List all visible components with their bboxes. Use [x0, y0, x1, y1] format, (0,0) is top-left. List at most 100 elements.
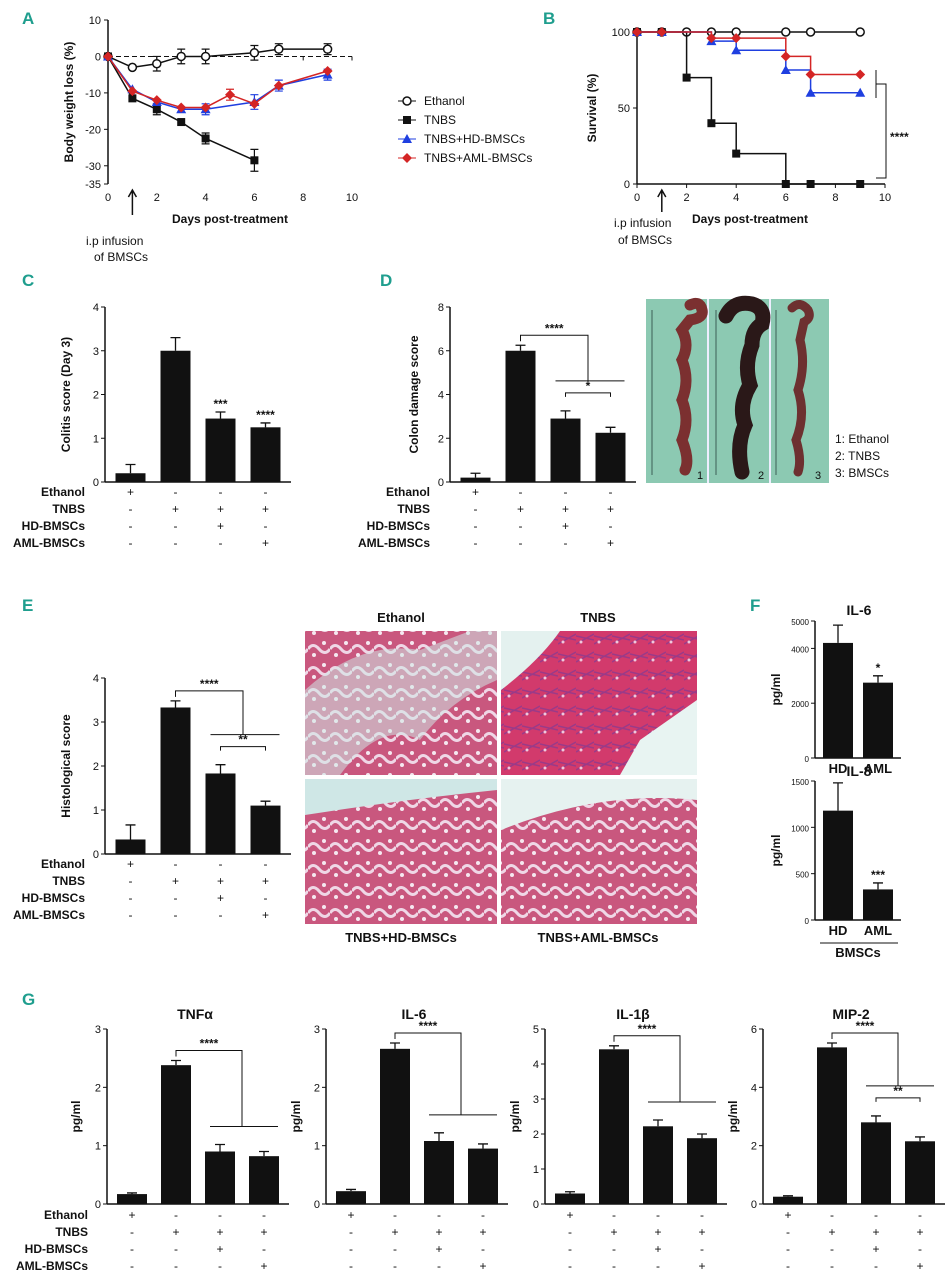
treatment-row-label: Ethanol: [41, 857, 85, 871]
y-axis-label: pg/ml: [289, 1101, 303, 1133]
chart-g-il1b: 0 1 2 3 4 5 pg/ml IL-1β**** + - - - - + + + - - + - - - - +: [508, 1006, 727, 1273]
bar: [115, 839, 146, 854]
treatment-mark: +: [610, 1225, 617, 1239]
significance-label: ****: [856, 1019, 875, 1033]
treatment-mark: -: [174, 908, 178, 922]
treatment-mark: +: [127, 485, 134, 499]
error-bar: [653, 1119, 663, 1127]
treatment-row-label: TNBS: [52, 874, 85, 888]
data-point: [201, 134, 210, 143]
treatment-mark: -: [564, 485, 568, 499]
error-bar: [783, 1195, 793, 1197]
significance-label: **: [238, 733, 248, 747]
x-tick-label: 0: [105, 192, 111, 204]
data-point: [805, 87, 816, 97]
y-axis-label: Body weight loss (%): [62, 42, 76, 163]
significance-label: ****: [638, 1022, 657, 1036]
treatment-mark: +: [517, 502, 524, 516]
series-line-2: [637, 31, 861, 94]
significance-label: ***: [213, 397, 227, 411]
data-point: [855, 87, 866, 97]
bar: [468, 1148, 498, 1204]
treatment-mark: +: [479, 1225, 486, 1239]
treatment-mark: +: [127, 857, 134, 871]
data-point: [152, 58, 162, 69]
treatment-mark: +: [435, 1225, 442, 1239]
treatment-mark: -: [564, 536, 568, 550]
error-bar: [346, 1188, 356, 1192]
treatment-row-label: HD-BMSCs: [22, 519, 86, 533]
treatment-mark: +: [172, 502, 179, 516]
treatment-mark: -: [262, 1242, 266, 1256]
significance-label: ****: [545, 321, 564, 335]
treatment-mark: +: [262, 908, 269, 922]
error-bar: [125, 824, 136, 840]
treatment-row-label: HD-BMSCs: [22, 891, 86, 905]
bar: [205, 1151, 235, 1204]
y-tick-label: 2: [751, 1141, 757, 1153]
data-point: [682, 73, 691, 82]
treatment-mark: +: [607, 502, 614, 516]
treatment-mark: -: [568, 1242, 572, 1256]
treatment-mark: +: [654, 1242, 661, 1256]
treatment-mark: +: [262, 874, 269, 888]
bar: [773, 1196, 803, 1204]
treatment-row-label: Ethanol: [44, 1208, 88, 1222]
treatment-mark: -: [437, 1208, 441, 1222]
treatment-mark: -: [174, 519, 178, 533]
x-tick-label: 6: [783, 192, 789, 204]
error-bar: [605, 426, 616, 433]
treatment-mark: +: [828, 1225, 835, 1239]
significance-label: ***: [871, 868, 885, 882]
y-tick-label: 0: [93, 849, 99, 861]
treatment-mark: -: [481, 1208, 485, 1222]
y-tick-label: -20: [85, 124, 101, 136]
error-bar: [215, 764, 226, 774]
treatment-mark: -: [264, 519, 268, 533]
treatment-mark: -: [174, 536, 178, 550]
data-point: [322, 66, 333, 77]
error-bar: [215, 1143, 225, 1152]
data-point: [176, 102, 187, 113]
significance-bracket: [175, 690, 280, 736]
legend: Ethanol TNBS TNBS+HD-BMSCs TNBS+AML-BMSC…: [398, 94, 532, 165]
treatment-mark: -: [874, 1259, 878, 1273]
y-axis-label: pg/ml: [508, 1101, 522, 1133]
y-tick-label: 6: [751, 1024, 757, 1036]
y-tick-label: -30: [85, 161, 101, 173]
error-bar: [871, 1115, 881, 1123]
error-bar: [915, 1136, 925, 1142]
y-tick-label: 4: [93, 673, 99, 685]
treatment-mark: -: [219, 908, 223, 922]
significance-label: ****: [200, 1037, 219, 1051]
treatment-mark: +: [172, 874, 179, 888]
treatment-mark: -: [174, 891, 178, 905]
treatment-mark: -: [830, 1242, 834, 1256]
legend-label-hd: TNBS+HD-BMSCs: [424, 132, 525, 146]
data-point: [781, 27, 791, 37]
error-bar: [260, 422, 271, 428]
bar: [861, 1122, 891, 1204]
bar: [817, 1047, 847, 1204]
y-tick-label: 500: [796, 871, 810, 880]
infusion-arrow: [127, 188, 138, 215]
treatment-mark: -: [174, 1208, 178, 1222]
category-label: HD: [829, 761, 848, 776]
bar: [160, 350, 191, 482]
bar: [643, 1126, 673, 1204]
colon-photo: 1 2 3: [646, 295, 829, 483]
treatment-mark: -: [437, 1259, 441, 1273]
treatment-mark: -: [786, 1242, 790, 1256]
treatment-mark: +: [872, 1225, 879, 1239]
significance-label: *: [586, 379, 591, 393]
treatment-mark: -: [612, 1242, 616, 1256]
treatment-mark: -: [264, 857, 268, 871]
bar: [205, 418, 236, 482]
category-label: AML: [864, 761, 892, 776]
error-bar: [170, 336, 181, 351]
y-tick-label: 0: [93, 477, 99, 489]
x-tick-label: 10: [879, 192, 891, 204]
